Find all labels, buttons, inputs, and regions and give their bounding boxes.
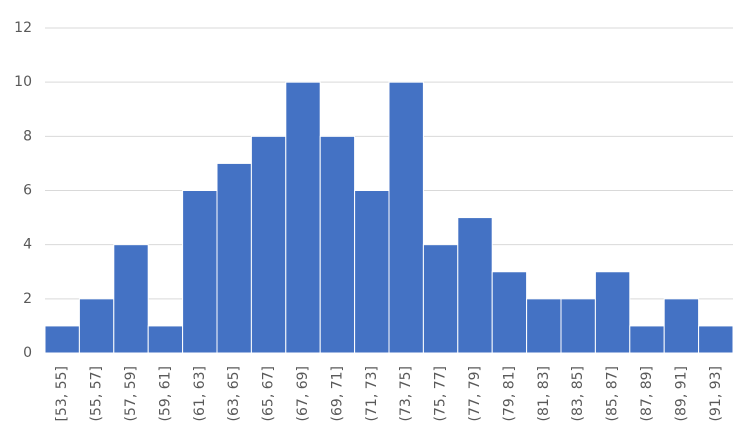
x-tick-label: (73, 75] <box>398 366 414 421</box>
y-tick-label: 6 <box>23 183 32 199</box>
x-tick-label: (61, 63] <box>192 366 208 421</box>
bar <box>44 325 80 354</box>
bar <box>663 298 700 354</box>
x-tick-label: (87, 89] <box>639 366 655 421</box>
bar <box>78 298 115 354</box>
x-tick-label: (57, 59] <box>123 366 139 421</box>
x-tick-label: (65, 67] <box>261 366 277 421</box>
bar <box>457 217 493 354</box>
x-tick-label: (69, 71] <box>329 366 345 421</box>
bar <box>698 325 734 354</box>
bar <box>285 81 321 354</box>
bar <box>182 190 218 354</box>
x-tick-label: (91, 93] <box>708 366 724 421</box>
bar <box>147 325 184 354</box>
y-tick-label: 4 <box>23 237 32 253</box>
bar <box>422 244 459 354</box>
x-tick-label: (75, 77] <box>433 366 449 421</box>
x-tick-label: (79, 81] <box>501 366 517 421</box>
bar <box>319 135 356 354</box>
x-tick-label: (85, 87] <box>605 366 621 421</box>
x-tick-label: (67, 69] <box>295 366 311 421</box>
x-tick-label: (81, 83] <box>536 366 552 421</box>
bar <box>629 325 665 354</box>
x-tick-label: (71, 73] <box>364 366 380 421</box>
x-tick-label: (77, 79] <box>467 366 483 421</box>
x-tick-label: (89, 91] <box>673 366 689 421</box>
bar <box>526 298 562 354</box>
y-tick-label: 12 <box>14 20 32 36</box>
y-tick-label: 0 <box>23 345 32 361</box>
bar <box>560 298 596 354</box>
x-tick-label: (55, 57] <box>89 366 105 421</box>
bar <box>491 271 528 354</box>
bar <box>113 244 149 354</box>
bar <box>388 81 424 354</box>
y-tick-label: 10 <box>14 74 32 90</box>
bar <box>250 135 287 354</box>
x-tick-label: (63, 65] <box>226 366 242 421</box>
x-tick-label: [53, 55] <box>54 366 70 421</box>
x-tick-label: (83, 85] <box>570 366 586 421</box>
y-tick-label: 8 <box>23 128 32 144</box>
bar <box>354 190 390 354</box>
y-tick-label: 2 <box>23 291 32 307</box>
bar <box>216 162 252 354</box>
x-tick-label: (59, 61] <box>157 366 173 421</box>
bar <box>594 271 631 354</box>
